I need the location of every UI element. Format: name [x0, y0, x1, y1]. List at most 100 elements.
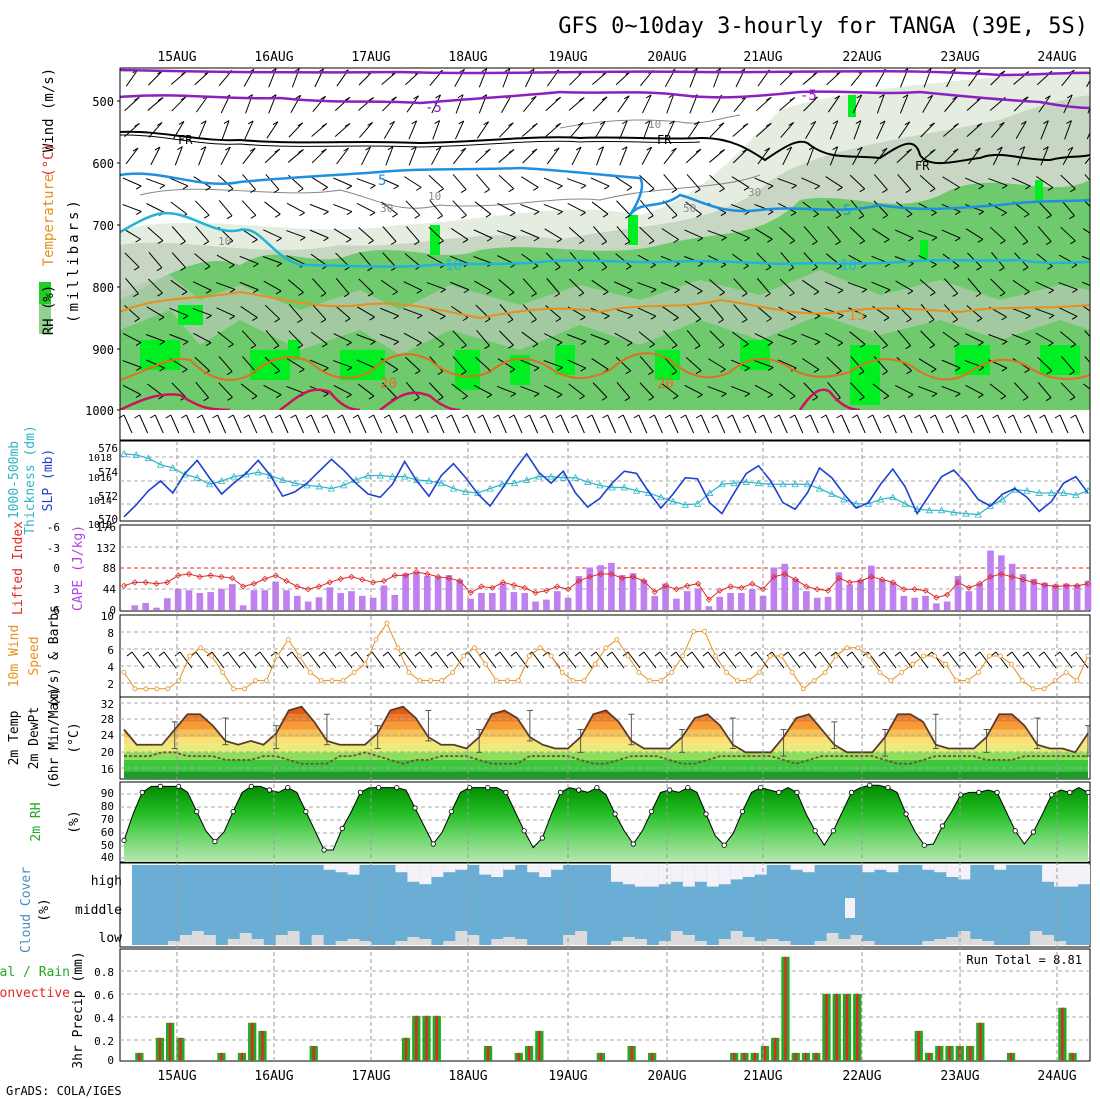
wind-barb [393, 341, 399, 346]
wind-barb [485, 213, 492, 218]
thickness-marker [461, 488, 470, 495]
wind-barb [499, 330, 514, 346]
wind-barb [894, 651, 901, 657]
wind-barb [310, 253, 328, 267]
rh-marker [739, 808, 746, 815]
surface-wind-barb [461, 414, 468, 419]
wind-barb [850, 356, 865, 372]
wind-barb [702, 651, 709, 657]
wind-barb [413, 95, 419, 100]
date-label: 17AUG [351, 50, 390, 65]
wind-barb [240, 305, 258, 319]
wind-barb [622, 651, 629, 657]
surface-wind-barb [591, 414, 601, 434]
wind-barb [897, 174, 912, 190]
wind-barb [873, 174, 888, 190]
wind-barb [686, 330, 701, 346]
li-marker [489, 584, 496, 591]
precip-bar-convective [979, 1022, 982, 1061]
contour-25 [120, 388, 861, 410]
rh-marker [485, 784, 491, 791]
wind-barb [334, 651, 341, 657]
wind-barb [1017, 146, 1026, 166]
thickness-marker [266, 471, 275, 479]
wind-barb [1060, 226, 1076, 242]
wind-barb [883, 317, 890, 322]
wind-barb [414, 370, 421, 375]
wind-barb [147, 278, 163, 294]
wind-barb [291, 651, 305, 669]
surface-wind-barb [201, 414, 211, 434]
wind-barb [158, 395, 164, 400]
wind-barb [718, 319, 724, 324]
wind-barb [709, 149, 725, 163]
rh-marker [1067, 789, 1073, 796]
wind-barb [884, 289, 891, 294]
wind-barb [334, 305, 351, 319]
wind-barb [596, 146, 604, 166]
wind-barb [1070, 240, 1076, 245]
wind-barb [1086, 79, 1090, 88]
wind-barb [333, 203, 353, 213]
cloud-bar-high [443, 865, 456, 873]
wind-barb [170, 201, 188, 215]
wind-barb [648, 240, 655, 245]
wind-barb [899, 651, 913, 669]
wind-marker [274, 653, 280, 659]
cape-bar [423, 576, 431, 610]
wind-barb [174, 146, 183, 166]
wind-barb [942, 331, 960, 345]
date-axis-top: 15AUG 16AUG 17AUG 18AUG 19AUG 20AUG 21AU… [157, 50, 1076, 65]
contour-label: -5 [800, 88, 817, 104]
wind-barb [853, 120, 862, 140]
cloud-bar-high [658, 865, 671, 885]
wind-barb [813, 369, 820, 373]
wind-barb [771, 651, 785, 669]
wind-marker [899, 670, 905, 675]
surface-wind-barb [1070, 414, 1076, 419]
li-marker [565, 586, 572, 593]
wind-barb [383, 121, 395, 139]
wind-barb [835, 241, 841, 246]
wind-barb [310, 176, 328, 188]
wind-barb [1015, 121, 1027, 139]
thickness-marker [449, 484, 458, 492]
wind-barb [849, 331, 866, 345]
wind-barb [954, 367, 961, 372]
precip-bar-convective [220, 1052, 223, 1061]
rh-marker [139, 789, 145, 796]
wind-barb [515, 651, 529, 669]
rh-tick: 40 [101, 851, 114, 864]
wind-barb [859, 343, 866, 348]
contour-label: FR [178, 133, 193, 147]
cape-bar [770, 567, 778, 610]
wind-marker [976, 670, 981, 675]
surface-wind-barb [1075, 414, 1085, 434]
wind-barb [195, 226, 210, 242]
wind-barb [578, 292, 584, 297]
surface-wind-barb [945, 414, 952, 419]
wind-barb [848, 307, 867, 317]
wind-barb [508, 344, 514, 349]
wind-barb [197, 120, 207, 140]
precip-bar-convective [825, 993, 828, 1061]
pressure-axis-label: (millibars) [66, 197, 82, 323]
wind-barb [414, 214, 420, 219]
wind-barb [558, 651, 565, 657]
li-marker [619, 575, 626, 582]
cloud-bar-high [790, 865, 803, 870]
wind-barb [171, 382, 187, 398]
li-marker [532, 589, 539, 596]
wind-barb [647, 215, 654, 220]
precip-bar-convective [250, 1022, 254, 1061]
wind-barb [1082, 228, 1090, 234]
wind-barb [216, 282, 236, 290]
wind-barb [543, 360, 563, 368]
wind-barb [826, 356, 842, 372]
wind-barb [1038, 651, 1045, 657]
wind-barb [346, 211, 353, 215]
wind-barb [1043, 146, 1049, 151]
cape-bar [521, 593, 529, 610]
wind-barb [475, 148, 491, 164]
wind-barb [591, 358, 609, 370]
